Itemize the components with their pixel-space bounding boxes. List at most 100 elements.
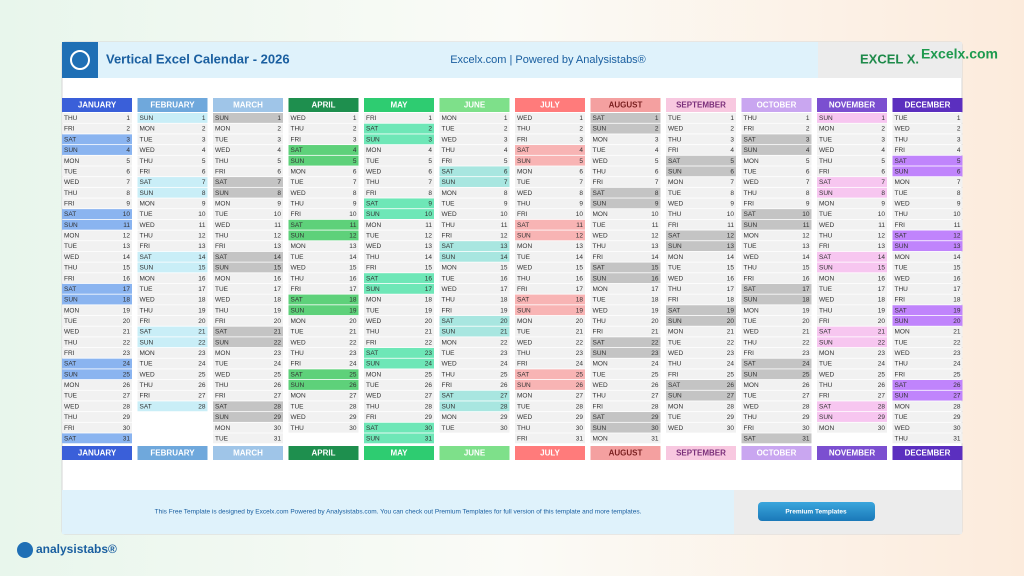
day-row (213, 347, 283, 358)
day-number: 5 (504, 158, 508, 165)
day-row (213, 273, 283, 284)
day-row (590, 337, 661, 348)
day-row (439, 358, 510, 369)
day-number: 15 (651, 265, 659, 272)
day-row (515, 123, 585, 134)
weekday: MON (668, 403, 683, 410)
weekday: FRI (819, 168, 830, 175)
day-row (364, 230, 434, 241)
weekday: SUN (291, 307, 305, 314)
day-number: 22 (349, 339, 357, 346)
weekday: SUN (895, 243, 909, 250)
day-row (137, 401, 208, 412)
day-number: 15 (425, 265, 433, 272)
weekday: SUN (517, 382, 531, 389)
day-row (62, 273, 132, 284)
day-row (666, 145, 736, 155)
day-number: 12 (349, 233, 357, 240)
day-number: 14 (953, 254, 961, 261)
day-row (364, 380, 434, 390)
day-row (741, 113, 812, 123)
day-row (515, 166, 585, 177)
weekday: SUN (366, 136, 380, 143)
day-number: 29 (349, 414, 357, 421)
weekday: MON (366, 147, 381, 154)
weekday: FRI (291, 211, 302, 218)
day-row (666, 273, 736, 284)
weekday: TUE (895, 414, 909, 421)
month-header-bg (137, 98, 208, 112)
premium-button[interactable] (758, 502, 875, 521)
day-number: 4 (655, 147, 659, 154)
day-number: 21 (349, 329, 357, 336)
day-row (137, 209, 208, 219)
day-row (590, 187, 661, 198)
day-row (137, 369, 208, 380)
weekday: THU (517, 200, 531, 207)
weekday: TUE (140, 361, 154, 368)
day-number: 9 (730, 200, 734, 207)
day-number: 6 (806, 168, 810, 175)
day-row (288, 326, 359, 337)
day-row (666, 262, 736, 273)
day-row (137, 134, 208, 145)
weekday: MON (593, 361, 608, 368)
premium-button-label[interactable]: Premium Templates (785, 509, 847, 516)
day-number: 31 (123, 435, 131, 442)
weekday: FRI (215, 243, 226, 250)
day-row (817, 241, 887, 252)
weekday: FRI (215, 393, 226, 400)
day-number: 1 (353, 115, 357, 122)
day-number: 9 (277, 200, 281, 207)
day-number: 13 (878, 243, 886, 250)
day-number: 31 (274, 435, 282, 442)
day-number: 28 (425, 403, 433, 410)
day-number: 3 (730, 136, 734, 143)
weekday: THU (517, 425, 531, 432)
day-row (364, 262, 434, 273)
day-row (288, 369, 359, 380)
day-row (288, 401, 359, 412)
weekday: SAT (215, 254, 227, 261)
weekday: MON (593, 435, 608, 442)
day-row (666, 241, 736, 252)
day-row (288, 422, 359, 433)
calendar: JANUARY JANUARY THU 1 FRI 2 SAT 3 SUN 4 MON 5 TUE 6 WE… (62, 98, 963, 460)
weekday: WED (895, 425, 910, 432)
day-number: 17 (953, 286, 961, 293)
day-row (590, 369, 661, 380)
day-number: 25 (500, 371, 508, 378)
day-row (137, 198, 208, 209)
weekday: MON (744, 307, 759, 314)
day-number: 4 (202, 147, 206, 154)
day-number: 28 (500, 403, 508, 410)
weekday: MON (593, 136, 608, 143)
weekday: THU (215, 158, 229, 165)
day-number: 4 (504, 147, 508, 154)
weekday: FRI (140, 393, 151, 400)
weekday: SUN (366, 286, 380, 293)
weekday: SAT (366, 350, 378, 357)
weekday: THU (215, 382, 229, 389)
weekday: TUE (819, 361, 833, 368)
day-row (515, 241, 585, 252)
day-number: 23 (425, 350, 433, 357)
weekday: MON (819, 350, 834, 357)
day-number: 26 (198, 382, 206, 389)
day-number: 13 (953, 243, 961, 250)
day-number: 22 (274, 339, 282, 346)
day-row (590, 123, 661, 134)
day-row (439, 155, 510, 166)
day-row (62, 347, 132, 358)
weekday: WED (140, 147, 155, 154)
day-row (515, 230, 585, 241)
month-footer-bg (666, 446, 736, 460)
day-number: 26 (878, 382, 886, 389)
weekday: FRI (744, 126, 755, 133)
day-row (62, 251, 132, 262)
day-row (741, 369, 812, 380)
day-number: 3 (126, 136, 130, 143)
site-logo: Excelx.com (921, 46, 998, 62)
weekday: SAT (140, 329, 152, 336)
day-number: 28 (727, 403, 735, 410)
